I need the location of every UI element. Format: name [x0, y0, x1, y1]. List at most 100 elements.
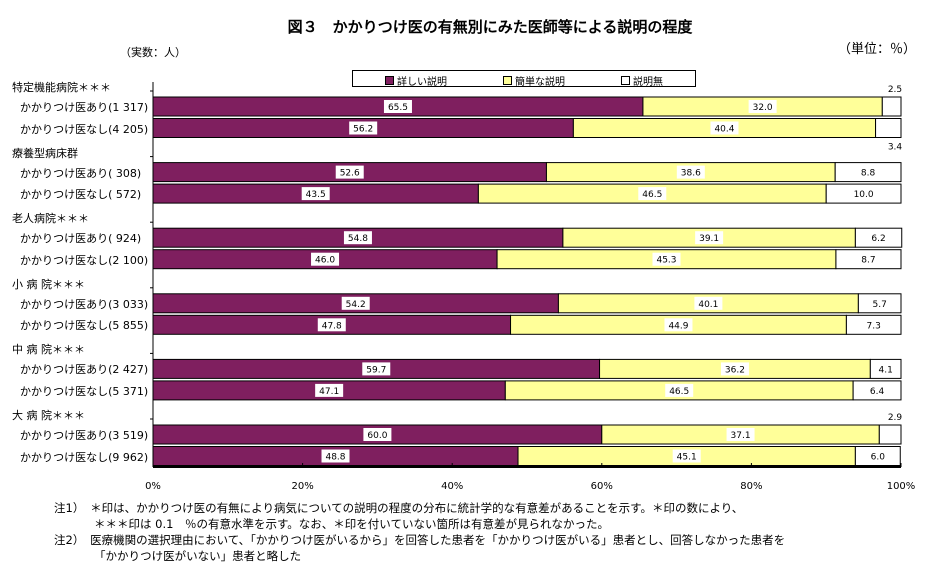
data-label-bg: [315, 383, 344, 397]
data-label: 43.5: [306, 190, 326, 200]
group-label: 中 病 院＊＊＊: [12, 343, 85, 357]
footnote-1-line-2: ＊＊＊印は 0.1 ％の有意水準を示す。なお、＊印を付いていない箇所は有意差が見…: [94, 517, 609, 531]
data-label: 36.2: [725, 365, 745, 375]
bar-segment-none: [835, 249, 902, 270]
legend-swatch-detailed: [385, 76, 394, 85]
data-label: 6.0: [871, 453, 886, 463]
legend-label: 簡単な説明: [515, 77, 565, 88]
group-label: 大 病 院＊＊＊: [12, 409, 85, 422]
data-label-bg: [363, 428, 392, 441]
data-label-bg: [383, 100, 412, 113]
data-label-bg: [301, 187, 330, 201]
data-label-bg: [341, 296, 370, 310]
legend: 詳しい説明 簡単な説明 説明無: [352, 70, 696, 88]
data-label: 54.8: [348, 234, 368, 244]
bar-segment-none: [845, 314, 902, 335]
data-label: 56.2: [353, 125, 373, 135]
x-tick-label: 20%: [291, 481, 313, 492]
legend-swatch-simple: [503, 76, 512, 85]
row-label: かかりつけ医なし(2 100): [20, 253, 149, 267]
data-label-bg: [694, 296, 723, 310]
bar-segment-none: [852, 380, 902, 401]
group-label: 老人病院＊＊＊: [12, 212, 89, 226]
data-label: 59.7: [366, 365, 386, 375]
legend-label: 説明無: [633, 77, 663, 88]
row-label: かかりつけ医あり(1 317): [20, 101, 149, 114]
chart-title: 図３ かかりつけ医の有無別にみた医師等による説明の程度: [287, 18, 693, 36]
x-tick-label: 40%: [441, 481, 463, 492]
group-label: 特定機能病院＊＊＊: [12, 81, 111, 94]
data-label: 47.1: [319, 387, 339, 397]
data-label-bg: [311, 252, 340, 266]
data-label: 65.5: [388, 103, 408, 113]
data-label: 4.1: [879, 365, 893, 375]
count-unit-label: （実数：人）: [120, 46, 186, 59]
data-label: 46.0: [315, 256, 335, 266]
row-label: かかりつけ医あり(3 519): [20, 429, 149, 442]
row-label: かかりつけ医なし(4 205): [20, 122, 149, 136]
row-label: かかりつけ医あり(2 427): [20, 363, 149, 377]
footnote-2-line-1: 注2） 医療機関の選択理由において、「かかりつけ医がいるから」を回答した患者を「…: [54, 533, 786, 547]
data-label-bg: [672, 449, 701, 463]
data-label-bg: [676, 165, 705, 179]
legend-item-detailed: 詳しい説明: [385, 73, 447, 88]
data-label: 7.3: [867, 321, 881, 331]
legend-item-simple: 簡単な説明: [503, 73, 565, 88]
data-label-bg: [710, 121, 739, 135]
data-label: 60.0: [367, 431, 387, 441]
row-label: かかりつけ医あり(3 033): [20, 297, 149, 311]
data-label-bg: [343, 231, 372, 245]
x-tick-label: 100%: [887, 481, 916, 492]
data-label: 8.7: [861, 256, 875, 266]
group-label: 療養型病床群: [12, 146, 78, 160]
data-label: 8.8: [861, 169, 876, 179]
data-label: 44.9: [668, 321, 688, 331]
data-label: 46.5: [669, 387, 689, 397]
data-label-bg: [726, 428, 755, 441]
legend-swatch-none: [621, 76, 630, 85]
data-label: 6.4: [870, 387, 885, 397]
data-label-bg: [664, 318, 693, 332]
bar-segment-none: [834, 162, 902, 183]
data-label-bg: [317, 318, 346, 332]
percent-unit-label: （単位：％）: [837, 42, 916, 57]
data-label-bg: [362, 362, 391, 376]
bar-segment-none: [875, 118, 902, 138]
x-tick-label: 60%: [591, 481, 613, 492]
data-label: 48.8: [325, 453, 345, 463]
data-label-bg: [720, 362, 749, 376]
data-label: 10.0: [854, 190, 874, 200]
bar-segment-none: [878, 424, 902, 445]
data-label-bg: [638, 187, 667, 201]
bar-segment-none: [854, 227, 903, 248]
x-tick-label: 0%: [145, 481, 161, 492]
bar-segment-none: [825, 183, 902, 204]
data-label: 38.6: [681, 169, 701, 179]
footnotes: 注1） ＊印は、かかりつけ医の有無により病気についての説明の程度の分布に統計学的…: [54, 500, 785, 564]
data-label: 47.8: [322, 321, 342, 331]
data-label: 40.4: [714, 125, 734, 135]
data-label-bg: [748, 100, 777, 113]
row-label: かかりつけ医なし( 572): [20, 188, 142, 202]
row-label: かかりつけ医なし(5 855): [20, 319, 149, 333]
data-label: 5.7: [873, 300, 887, 310]
data-label-bg: [665, 383, 694, 397]
x-tick-label: 80%: [740, 481, 762, 492]
row-label: かかりつけ医なし(5 371): [20, 384, 149, 398]
bar-segment-none: [854, 446, 901, 466]
row-label: かかりつけ医なし(9 962): [20, 450, 149, 464]
bar-segment-none: [881, 96, 902, 117]
legend-label: 詳しい説明: [397, 77, 447, 88]
data-label: 39.1: [699, 234, 719, 244]
data-label-bg: [321, 449, 350, 463]
data-label-bg: [695, 231, 724, 245]
data-label: 52.6: [340, 169, 360, 179]
data-label: 6.2: [871, 234, 885, 244]
legend-item-none: 説明無: [621, 73, 663, 88]
footnote-1-line-1: 注1） ＊印は、かかりつけ医の有無により病気についての説明の程度の分布に統計学的…: [54, 501, 744, 515]
data-label: 46.5: [642, 190, 662, 200]
data-label: 32.0: [753, 103, 773, 113]
bar-chart: 65.5 32.0 2.5 56.2 40.4 3.4 52.6 38.6 8.8 43.5 46.…: [145, 82, 916, 492]
data-label: 2.9: [888, 413, 903, 423]
data-label-bg: [335, 165, 364, 179]
